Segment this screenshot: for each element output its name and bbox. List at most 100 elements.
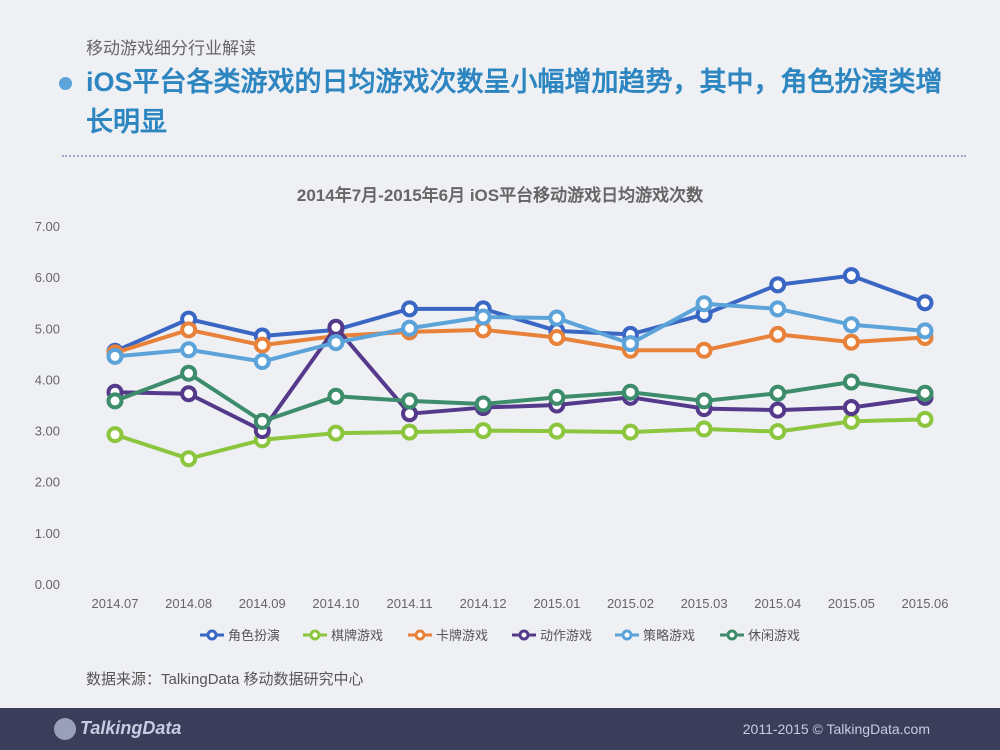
footer-logo: TalkingData — [80, 718, 182, 738]
x-tick-label: 2014.11 — [387, 596, 433, 611]
data-point — [769, 401, 787, 419]
legend-label: 卡牌游戏 — [436, 628, 488, 643]
data-point — [180, 321, 198, 339]
page-headline: iOS平台各类游戏的日均游戏次数呈小幅增加趋势，其中，角色扮演类增长明显 — [86, 67, 943, 137]
legend-marker — [206, 629, 218, 641]
footer-copyright: 2011-2015 © TalkingData.com — [742, 721, 930, 737]
data-point — [401, 319, 419, 337]
data-point — [769, 300, 787, 318]
y-tick-label: 6.00 — [35, 270, 60, 285]
legend-label: 动作游戏 — [540, 628, 592, 643]
series-line — [114, 417, 926, 461]
chart-title: 2014年7月-2015年6月 iOS平台移动游戏日均游戏次数 — [297, 185, 704, 205]
x-tick-label: 2014.07 — [92, 596, 139, 611]
data-point — [842, 316, 860, 334]
legend-item: 策略游戏 — [615, 628, 695, 643]
x-tick-label: 2014.08 — [165, 596, 212, 611]
series-line — [114, 273, 926, 354]
data-point — [695, 295, 713, 313]
data-point — [548, 388, 566, 406]
data-source: 数据来源：TalkingData 移动数据研究中心 — [86, 671, 364, 688]
legend-marker — [726, 629, 738, 641]
y-tick-label: 3.00 — [35, 424, 60, 439]
data-point — [253, 336, 271, 354]
legend-marker — [518, 629, 530, 641]
data-point — [327, 318, 345, 336]
series-line — [114, 325, 926, 433]
y-tick-label: 4.00 — [35, 372, 60, 387]
section-title: 移动游戏细分行业解读 — [86, 39, 256, 58]
data-point — [695, 341, 713, 359]
data-point — [327, 424, 345, 442]
series-line — [114, 371, 926, 424]
x-tick-label: 2015.05 — [828, 596, 875, 611]
data-point — [327, 334, 345, 352]
data-point — [769, 276, 787, 294]
line-chart: 2014年7月-2015年6月 iOS平台移动游戏日均游戏次数 0.00 1.00… — [35, 185, 949, 643]
legend-marker — [414, 629, 426, 641]
data-point — [401, 300, 419, 318]
y-tick-label: 7.00 — [35, 219, 60, 234]
x-tick-label: 2014.10 — [312, 596, 359, 611]
y-tick-label: 5.00 — [35, 321, 60, 336]
data-point — [548, 309, 566, 327]
data-point — [621, 335, 639, 353]
y-tick-label: 1.00 — [35, 526, 60, 541]
data-point — [842, 399, 860, 417]
data-point — [180, 364, 198, 382]
y-tick-label: 2.00 — [35, 475, 60, 490]
data-point — [106, 426, 124, 444]
data-point — [253, 353, 271, 371]
data-point — [621, 383, 639, 401]
x-tick-label: 2014.12 — [460, 596, 507, 611]
data-point — [253, 412, 271, 430]
data-point — [180, 385, 198, 403]
data-point — [842, 412, 860, 430]
x-tick-label: 2015.04 — [754, 596, 801, 611]
data-point — [916, 322, 934, 340]
legend-label: 策略游戏 — [643, 628, 695, 643]
data-point — [548, 422, 566, 440]
x-tick-label: 2015.06 — [902, 596, 949, 611]
divider — [62, 155, 966, 157]
data-point — [842, 267, 860, 285]
talkingdata-logo-icon — [54, 718, 76, 740]
data-point — [180, 341, 198, 359]
legend-item: 休闲游戏 — [720, 628, 800, 643]
x-tick-label: 2014.09 — [239, 596, 286, 611]
legend-label: 棋牌游戏 — [331, 628, 383, 643]
footer-bar: TalkingData 2011-2015 © TalkingData.com — [0, 708, 1000, 750]
data-point — [180, 450, 198, 468]
x-tick-label: 2015.02 — [607, 596, 654, 611]
legend-label: 角色扮演 — [228, 628, 280, 643]
data-point — [621, 423, 639, 441]
x-tick-label: 2015.01 — [533, 596, 580, 611]
data-point — [769, 423, 787, 441]
legend-item: 棋牌游戏 — [303, 628, 383, 643]
data-point — [401, 392, 419, 410]
data-point — [916, 384, 934, 402]
legend-marker — [621, 629, 633, 641]
legend-item: 角色扮演 — [200, 628, 280, 643]
data-point — [548, 328, 566, 346]
y-tick-label: 0.00 — [35, 577, 60, 592]
series-line — [114, 327, 926, 355]
legend-marker — [309, 629, 321, 641]
data-point — [401, 423, 419, 441]
data-point — [769, 384, 787, 402]
data-point — [695, 392, 713, 410]
series-line — [114, 301, 926, 364]
data-point — [769, 325, 787, 343]
bullet-icon — [59, 77, 72, 90]
data-point — [695, 420, 713, 438]
x-tick-label: 2015.03 — [681, 596, 728, 611]
data-point — [474, 395, 492, 413]
data-point — [842, 333, 860, 351]
data-point — [916, 410, 934, 428]
data-point — [842, 373, 860, 391]
legend-item: 卡牌游戏 — [408, 628, 488, 643]
data-point — [916, 294, 934, 312]
legend-label: 休闲游戏 — [748, 628, 800, 643]
data-point — [474, 422, 492, 440]
legend-item: 动作游戏 — [512, 628, 592, 643]
